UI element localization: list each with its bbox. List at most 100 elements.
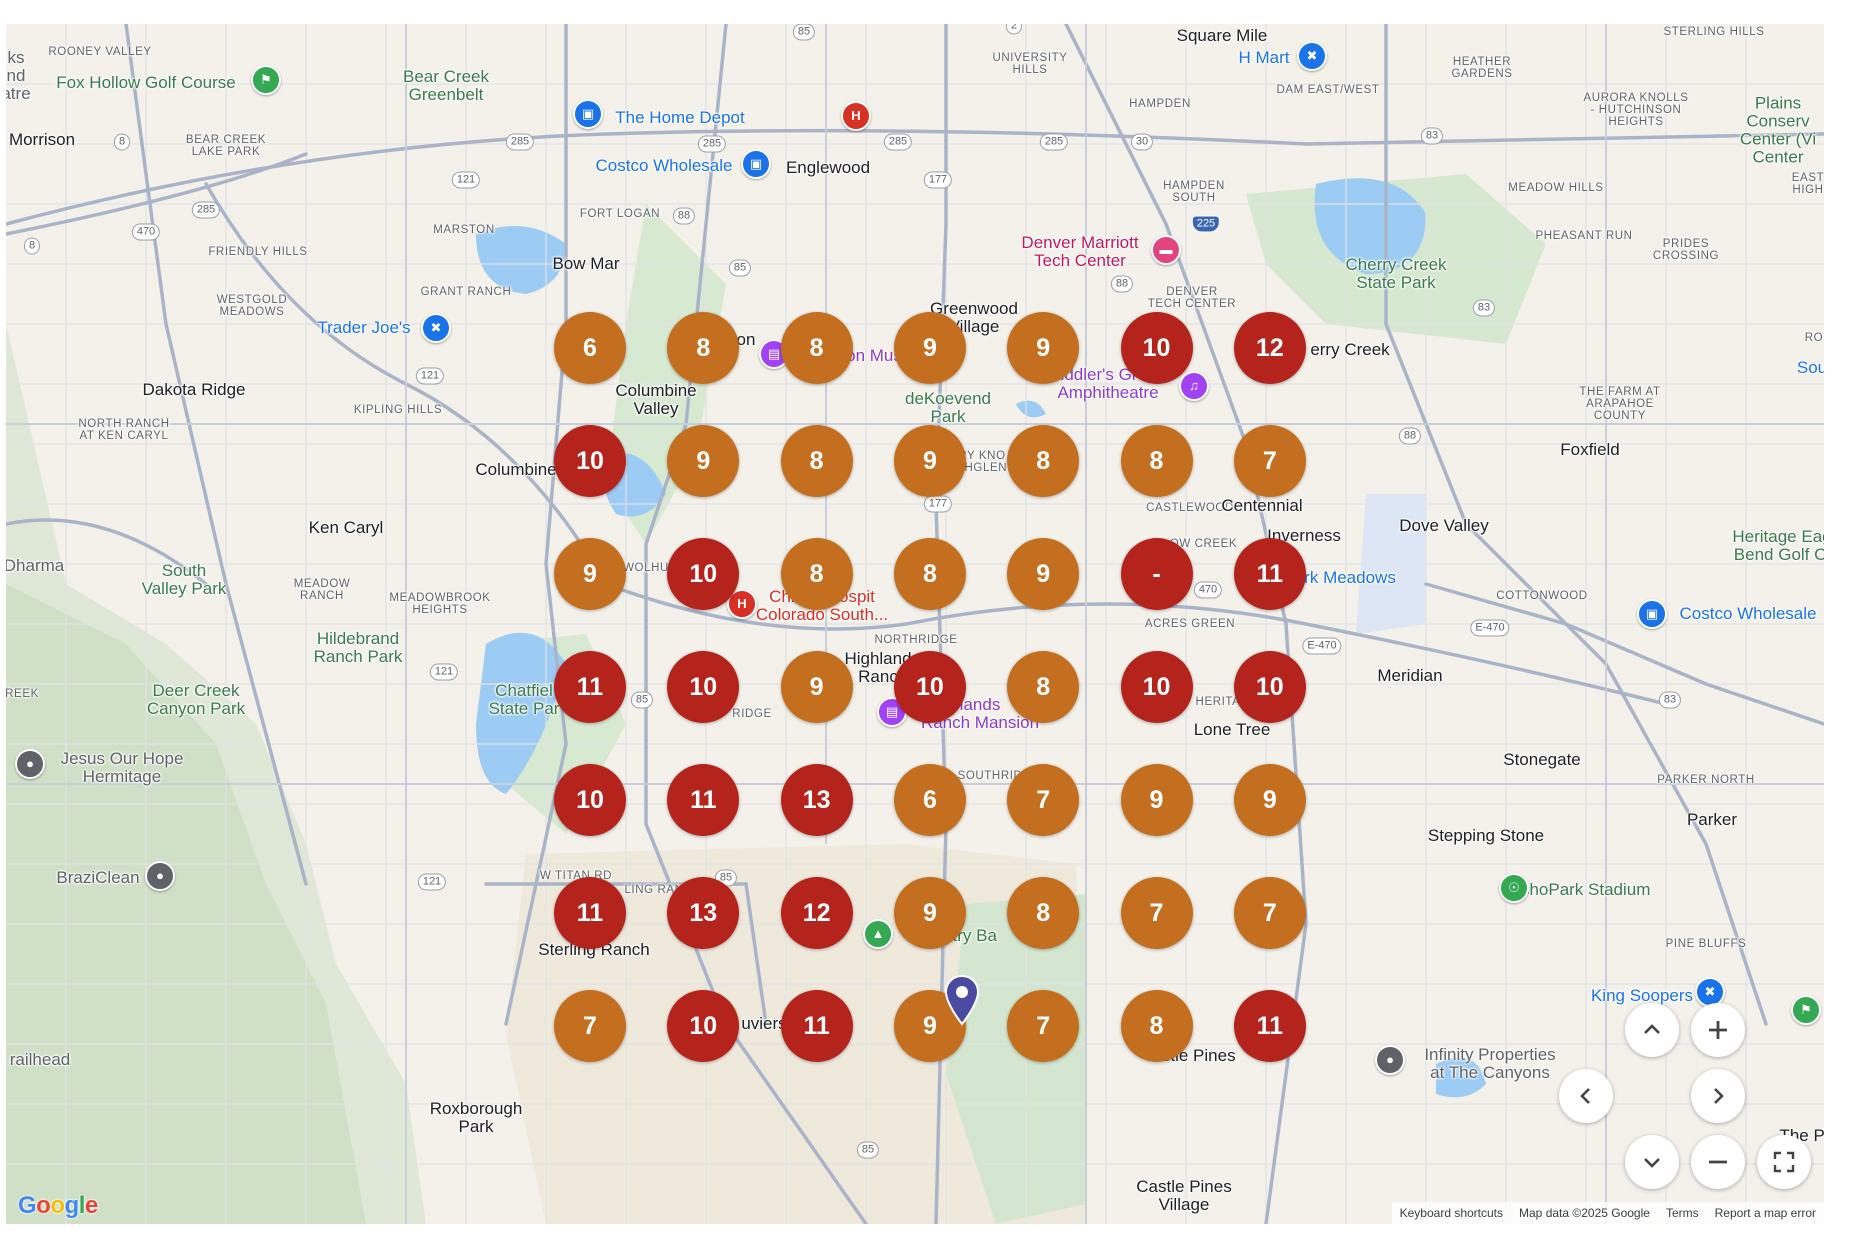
rank-marker[interactable]: 7: [1007, 764, 1080, 836]
rank-marker[interactable]: 11: [1233, 538, 1306, 610]
rank-marker[interactable]: 12: [780, 877, 853, 949]
place-label[interactable]: COTTONWOOD: [1496, 589, 1588, 602]
rank-marker[interactable]: 9: [667, 425, 740, 497]
hermitage-place-icon[interactable]: ●: [15, 749, 45, 779]
rank-marker[interactable]: 9: [1233, 764, 1306, 836]
rank-marker[interactable]: 10: [667, 651, 740, 723]
rank-marker[interactable]: 7: [1233, 425, 1306, 497]
place-label[interactable]: Lone Tree: [1193, 720, 1271, 740]
pan-left-button[interactable]: [1559, 1069, 1613, 1123]
place-label[interactable]: erry Creek: [1310, 340, 1390, 360]
infinity-properties-place-icon[interactable]: ●: [1375, 1045, 1405, 1075]
braziclean-place-icon[interactable]: ●: [145, 861, 175, 891]
place-label[interactable]: Dove Valley: [1399, 516, 1489, 536]
place-label[interactable]: PINE BLUFFS: [1665, 937, 1747, 950]
place-label[interactable]: King Soopers: [1590, 986, 1694, 1006]
place-label[interactable]: deKoevend Park: [904, 389, 992, 426]
place-label[interactable]: The Home Depot: [615, 108, 745, 128]
place-label[interactable]: Columbine Valley: [615, 381, 697, 418]
place-label[interactable]: FORT LOGAN: [579, 207, 661, 220]
place-label[interactable]: railhead: [9, 1050, 71, 1070]
place-label[interactable]: BEAR CREEK LAKE PARK: [185, 133, 267, 158]
rank-marker[interactable]: 11: [554, 877, 626, 949]
place-label[interactable]: Costco Wholesale: [595, 156, 733, 176]
place-label[interactable]: MEADOW RANCH: [293, 577, 351, 602]
place-label[interactable]: Inverness: [1267, 526, 1341, 546]
place-label[interactable]: Bear Creek Greenbelt: [403, 67, 489, 104]
place-label[interactable]: UNIVERSITY HILLS: [992, 51, 1068, 76]
place-label[interactable]: uviers: [741, 1014, 787, 1034]
rank-marker[interactable]: -: [1120, 538, 1193, 610]
place-label[interactable]: ks nd atre: [6, 48, 31, 103]
place-label[interactable]: lands Ranch Mansion: [920, 695, 1040, 732]
rank-marker[interactable]: 7: [1007, 990, 1080, 1062]
rank-marker[interactable]: 9: [1007, 312, 1080, 384]
rank-marker[interactable]: 11: [667, 764, 740, 836]
place-label[interactable]: ROONEY VALLEY: [48, 45, 152, 58]
place-label[interactable]: Cherry Creek State Park: [1345, 255, 1447, 292]
rank-marker[interactable]: 9: [893, 312, 966, 384]
rank-marker[interactable]: 10: [667, 538, 740, 610]
rank-marker[interactable]: 6: [554, 312, 626, 384]
rank-marker[interactable]: 11: [1233, 990, 1306, 1062]
trader-joes-shopping-icon[interactable]: ✖: [421, 313, 451, 343]
place-label[interactable]: Plains Conserv Center (Vi Center: [1739, 93, 1817, 166]
rank-marker[interactable]: 9: [554, 538, 626, 610]
place-label[interactable]: Fox Hollow Golf Course: [56, 73, 236, 93]
rank-marker[interactable]: 8: [780, 312, 853, 384]
place-label[interactable]: SOUTHRID: [957, 769, 1023, 782]
place-label[interactable]: H Mart: [1238, 48, 1290, 68]
keyboard-shortcuts-link[interactable]: Keyboard shortcuts: [1399, 1206, 1504, 1220]
place-label[interactable]: Dharma: [6, 556, 65, 576]
pan-down-button[interactable]: [1625, 1135, 1679, 1189]
hospital-icon[interactable]: H: [841, 101, 871, 131]
home-depot-shopping-icon[interactable]: ▣: [573, 99, 603, 129]
rank-marker[interactable]: 9: [1120, 764, 1193, 836]
place-label[interactable]: HEATHER GARDENS: [1451, 55, 1513, 80]
rank-marker[interactable]: 10: [667, 990, 740, 1062]
rank-marker[interactable]: 8: [1120, 425, 1193, 497]
rank-marker[interactable]: 8: [893, 538, 966, 610]
rank-marker[interactable]: 10: [1233, 651, 1306, 723]
place-label[interactable]: Infinity Properties at The Canyons: [1424, 1045, 1556, 1082]
place-label[interactable]: Stepping Stone: [1427, 826, 1545, 846]
place-label[interactable]: rk Meadows: [1304, 568, 1396, 588]
place-label[interactable]: WOLHU: [623, 561, 669, 574]
place-label[interactable]: MARSTON: [433, 223, 495, 236]
rank-marker[interactable]: 8: [780, 425, 853, 497]
rank-marker[interactable]: 9: [1007, 538, 1080, 610]
rank-marker[interactable]: 7: [1233, 877, 1306, 949]
place-label[interactable]: HAMPDEN: [1129, 97, 1191, 110]
place-label[interactable]: DAM EAST/WEST: [1276, 83, 1380, 96]
place-label[interactable]: MEADOWBROOK HEIGHTS: [389, 591, 491, 616]
place-label[interactable]: Meridian: [1377, 666, 1443, 686]
rank-marker[interactable]: 10: [1120, 312, 1193, 384]
golf-course-icon[interactable]: ⚑: [251, 65, 281, 95]
google-logo[interactable]: Google: [18, 1192, 98, 1219]
place-label[interactable]: Roxborough Park: [429, 1099, 523, 1136]
place-label[interactable]: MEADOW HILLS: [1508, 181, 1604, 194]
place-label[interactable]: South Valley Park: [141, 561, 227, 598]
place-label[interactable]: DENVER TECH CENTER: [1147, 285, 1237, 310]
rank-marker[interactable]: 6: [893, 764, 966, 836]
place-label[interactable]: REEK: [6, 687, 39, 700]
fullscreen-button[interactable]: [1757, 1135, 1811, 1189]
terms-link[interactable]: Terms: [1665, 1206, 1699, 1220]
pan-right-button[interactable]: [1691, 1069, 1745, 1123]
place-label[interactable]: Castle Pines Village: [1136, 1177, 1232, 1214]
place-label[interactable]: Ken Caryl: [308, 518, 384, 538]
rank-marker[interactable]: 7: [554, 990, 626, 1062]
place-label[interactable]: HAMPDEN SOUTH: [1163, 179, 1225, 204]
rank-marker[interactable]: 10: [893, 651, 966, 723]
golf-course-icon-2[interactable]: ⚑: [1791, 995, 1821, 1025]
place-label[interactable]: PHEASANT RUN: [1535, 229, 1633, 242]
place-label[interactable]: Foxfield: [1560, 440, 1620, 460]
rank-marker[interactable]: 12: [1233, 312, 1306, 384]
h-mart-shopping-icon[interactable]: ✖: [1297, 41, 1327, 71]
rank-marker[interactable]: 7: [1120, 877, 1193, 949]
place-label[interactable]: Denver Marriott Tech Center: [1021, 233, 1139, 270]
place-label[interactable]: Square Mile: [1176, 26, 1268, 46]
place-label[interactable]: PRIDES CROSSING: [1652, 237, 1720, 262]
place-label[interactable]: Jesus Our Hope Hermitage: [60, 749, 184, 786]
place-label[interactable]: EchoPark Stadium: [1509, 880, 1651, 900]
